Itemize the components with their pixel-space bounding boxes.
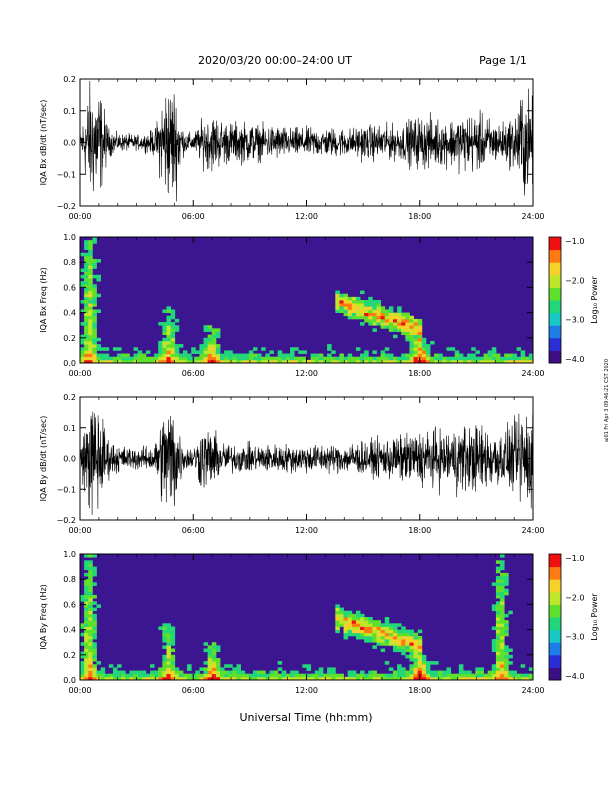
y-tick-label: 0.0	[63, 139, 76, 148]
y-tick-label: 0.8	[63, 258, 76, 267]
spectrogram-cells	[80, 554, 533, 680]
y-tick-label: −0.1	[57, 170, 76, 179]
y-tick-label: 0.0	[63, 455, 76, 464]
x-tick-label: 12:00	[295, 526, 318, 535]
y-tick-label: 0.0	[63, 359, 76, 368]
colorbar-tick-label: −3.0	[565, 633, 584, 642]
colorbar-label: Log₁₀ Power	[590, 276, 599, 324]
colorbar-tick-label: −1.0	[565, 554, 584, 563]
y-tick-label: 0.0	[63, 676, 76, 685]
x-tick-label: 12:00	[295, 369, 318, 378]
colorbar-tick-label: −1.0	[565, 237, 584, 246]
x-tick-label: 18:00	[408, 369, 431, 378]
y-tick-label: 1.0	[63, 233, 76, 242]
x-tick-label: 24:00	[521, 212, 544, 221]
x-tick-label: 24:00	[521, 369, 544, 378]
spectrogram-background	[80, 554, 533, 680]
colorbar-tick-label: −2.0	[565, 593, 584, 602]
colorbar-tick-label: −3.0	[565, 316, 584, 325]
page-indicator: Page 1/1	[479, 54, 527, 67]
y-tick-label: 0.6	[63, 600, 76, 609]
x-axis-title: Universal Time (hh:mm)	[240, 711, 373, 724]
x-tick-label: 12:00	[295, 686, 318, 695]
y-axis-title: IQA By Freq (Hz)	[39, 584, 48, 650]
y-tick-label: 0.2	[63, 651, 76, 660]
x-tick-label: 00:00	[68, 369, 91, 378]
colorbar-tick-label: −2.0	[565, 276, 584, 285]
x-tick-label: 24:00	[521, 686, 544, 695]
figure-title: 2020/03/20 00:00–24:00 UT	[198, 54, 352, 67]
colorbar-tick-label: −4.0	[565, 355, 584, 364]
x-tick-label: 18:00	[408, 212, 431, 221]
y-axis-title: IQA By dB/dt (nT/sec)	[39, 416, 48, 502]
y-tick-label: 0.2	[63, 334, 76, 343]
x-tick-label: 06:00	[182, 526, 205, 535]
y-tick-label: 0.4	[63, 626, 76, 635]
x-tick-label: 18:00	[408, 686, 431, 695]
y-axis-title: IQA Bx Freq (Hz)	[39, 267, 48, 333]
x-tick-label: 00:00	[68, 526, 91, 535]
panel-by-dbdt: 00:00 06:00 12:00 18:00 24:00 −0.2 −0.1 0.0 0.1 0…	[39, 393, 545, 535]
colorbar-label: Log₁₀ Power	[590, 593, 599, 641]
x-tick-label: 18:00	[408, 526, 431, 535]
y-tick-label: −0.2	[57, 516, 76, 525]
y-tick-label: 0.1	[63, 424, 76, 433]
colorbar: −1.0 −2.0 −3.0 −4.0 Log₁₀ Power	[548, 236, 599, 364]
side-note: ai01 Fri Apr 3 09:46:21 CST 2020	[604, 359, 610, 442]
signal-trace	[80, 411, 533, 515]
x-tick-label: 24:00	[521, 526, 544, 535]
panel-by-freq: −1.0 −2.0 −3.0 −4.0 Log₁₀ Power 00:00 06:00 12:…	[39, 550, 599, 695]
y-tick-label: −0.2	[57, 202, 76, 211]
y-tick-label: 0.1	[63, 107, 76, 116]
x-tick-label: 00:00	[68, 686, 91, 695]
spectrogram-background	[80, 237, 533, 363]
y-tick-label: 0.8	[63, 575, 76, 584]
x-tick-label: 00:00	[68, 212, 91, 221]
y-tick-label: −0.1	[57, 485, 76, 494]
y-tick-label: 0.6	[63, 283, 76, 292]
y-axis-title: IQA Bx dB/dt (nT/sec)	[39, 100, 48, 186]
signal-trace	[80, 80, 533, 202]
panel-bx-freq: −1.0 −2.0 −3.0 −4.0 Log₁₀ Power 00:00 06:00 12:…	[39, 233, 599, 378]
colorbar: −1.0 −2.0 −3.0 −4.0 Log₁₀ Power	[548, 553, 599, 681]
y-tick-label: 0.4	[63, 309, 76, 318]
x-tick-label: 06:00	[182, 369, 205, 378]
x-tick-label: 06:00	[182, 212, 205, 221]
colorbar-tick-label: −4.0	[565, 672, 584, 681]
y-tick-label: 0.2	[63, 75, 76, 84]
spectrogram-cells	[80, 237, 533, 363]
panel-bx-dbdt: 00:00 06:00 12:00 18:00 24:00 −0.2 −0.1 0.0 0.1 0…	[39, 75, 545, 221]
x-tick-label: 12:00	[295, 212, 318, 221]
y-tick-label: 0.2	[63, 393, 76, 402]
y-tick-label: 1.0	[63, 550, 76, 559]
x-tick-label: 06:00	[182, 686, 205, 695]
